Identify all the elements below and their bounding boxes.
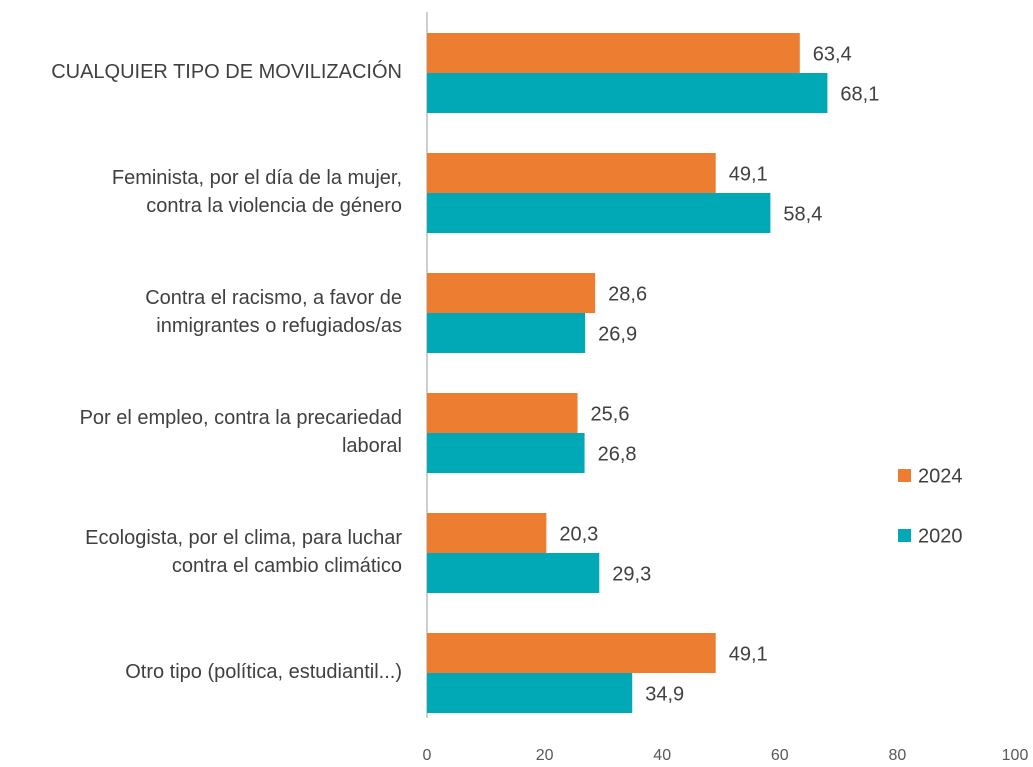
legend-swatch <box>898 529 911 542</box>
value-label: 58,4 <box>783 203 822 225</box>
bar <box>427 553 600 593</box>
bar <box>427 313 586 353</box>
category-label: Contra el racismo, a favor de inmigrantes… <box>145 287 402 337</box>
bar <box>427 433 585 473</box>
bar <box>427 513 547 553</box>
value-label: 29,3 <box>612 563 651 585</box>
value-label: 26,8 <box>598 443 637 465</box>
value-label: 49,1 <box>729 163 768 185</box>
value-label: 68,1 <box>840 83 879 105</box>
category-label: Feminista, por el día de la mujer, contra… <box>112 167 402 217</box>
bar <box>427 33 800 73</box>
value-label: 28,6 <box>608 283 647 305</box>
bar <box>427 193 771 233</box>
value-label: 49,1 <box>729 643 768 665</box>
bar <box>427 153 716 193</box>
bar <box>427 273 596 313</box>
value-label: 63,4 <box>813 43 852 65</box>
value-label: 20,3 <box>559 523 598 545</box>
x-tick-label: 100 <box>1002 747 1029 764</box>
value-label: 34,9 <box>645 683 684 705</box>
bar <box>427 633 716 673</box>
legend-label: 2020 <box>918 525 963 547</box>
value-label: 25,6 <box>591 403 630 425</box>
legend-swatch <box>898 469 911 482</box>
category-label: CUALQUIER TIPO DE MOVILIZACIÓN <box>51 60 402 83</box>
x-tick-label: 40 <box>653 747 671 764</box>
category-label: Por el empleo, contra la precariedad labo… <box>80 407 402 457</box>
x-tick-label: 60 <box>771 747 789 764</box>
bar <box>427 673 633 713</box>
category-label: Ecologista, por el clima, para luchar con… <box>85 527 402 577</box>
category-label: Otro tipo (política, estudiantil...) <box>125 661 402 683</box>
value-label: 26,9 <box>598 323 637 345</box>
bar <box>427 73 828 113</box>
legend-label: 2024 <box>918 465 963 487</box>
x-tick-label: 0 <box>423 747 432 764</box>
x-tick-label: 20 <box>536 747 554 764</box>
bar <box>427 393 578 433</box>
x-tick-label: 80 <box>889 747 907 764</box>
